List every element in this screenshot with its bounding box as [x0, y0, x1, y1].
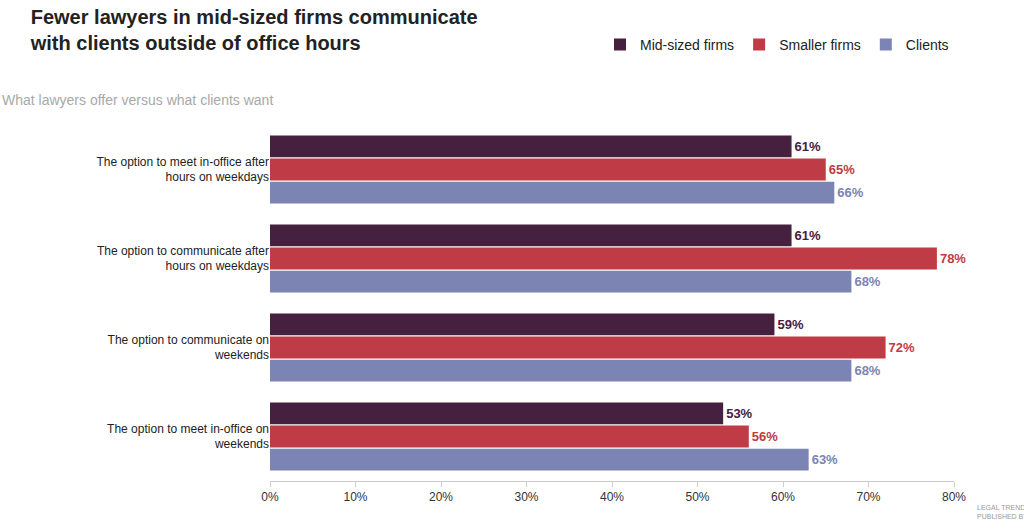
svg-text:The option to meet in-office a: The option to meet in-office afterhours … — [96, 155, 269, 185]
svg-text:66%: 66% — [837, 185, 863, 200]
svg-text:Mid-sized firms: Mid-sized firms — [640, 37, 734, 53]
svg-text:Smaller firms: Smaller firms — [779, 37, 861, 53]
svg-text:68%: 68% — [854, 274, 880, 289]
svg-text:63%: 63% — [812, 452, 838, 467]
svg-text:10%: 10% — [343, 490, 367, 504]
svg-text:LEGAL TRENDS REPORTPUBLISHED B: LEGAL TRENDS REPORTPUBLISHED BY CLIO — [977, 504, 1024, 520]
svg-text:0%: 0% — [261, 490, 279, 504]
svg-text:50%: 50% — [685, 490, 709, 504]
svg-text:65%: 65% — [829, 162, 855, 177]
svg-text:The option to communicate onwe: The option to communicate onweekends — [108, 333, 269, 363]
svg-text:61%: 61% — [795, 139, 821, 154]
svg-text:Fewer lawyers in mid-sized fir: Fewer lawyers in mid-sized firms communi… — [30, 6, 478, 54]
svg-text:53%: 53% — [726, 406, 752, 421]
svg-text:78%: 78% — [940, 251, 966, 266]
svg-text:The option to meet in-office o: The option to meet in-office onweekends — [107, 422, 269, 452]
svg-text:56%: 56% — [752, 429, 778, 444]
svg-text:40%: 40% — [600, 490, 624, 504]
svg-text:70%: 70% — [856, 490, 880, 504]
svg-text:20%: 20% — [429, 490, 453, 504]
svg-text:The option to communicate afte: The option to communicate afterhours on … — [97, 244, 269, 274]
svg-text:80%: 80% — [942, 490, 966, 504]
svg-text:68%: 68% — [854, 363, 880, 378]
svg-text:Clients: Clients — [906, 37, 949, 53]
svg-text:61%: 61% — [795, 228, 821, 243]
svg-text:60%: 60% — [771, 490, 795, 504]
svg-text:What lawyers offer versus what: What lawyers offer versus what clients w… — [2, 92, 273, 108]
svg-text:72%: 72% — [889, 340, 915, 355]
svg-text:59%: 59% — [777, 317, 803, 332]
svg-text:30%: 30% — [514, 490, 538, 504]
